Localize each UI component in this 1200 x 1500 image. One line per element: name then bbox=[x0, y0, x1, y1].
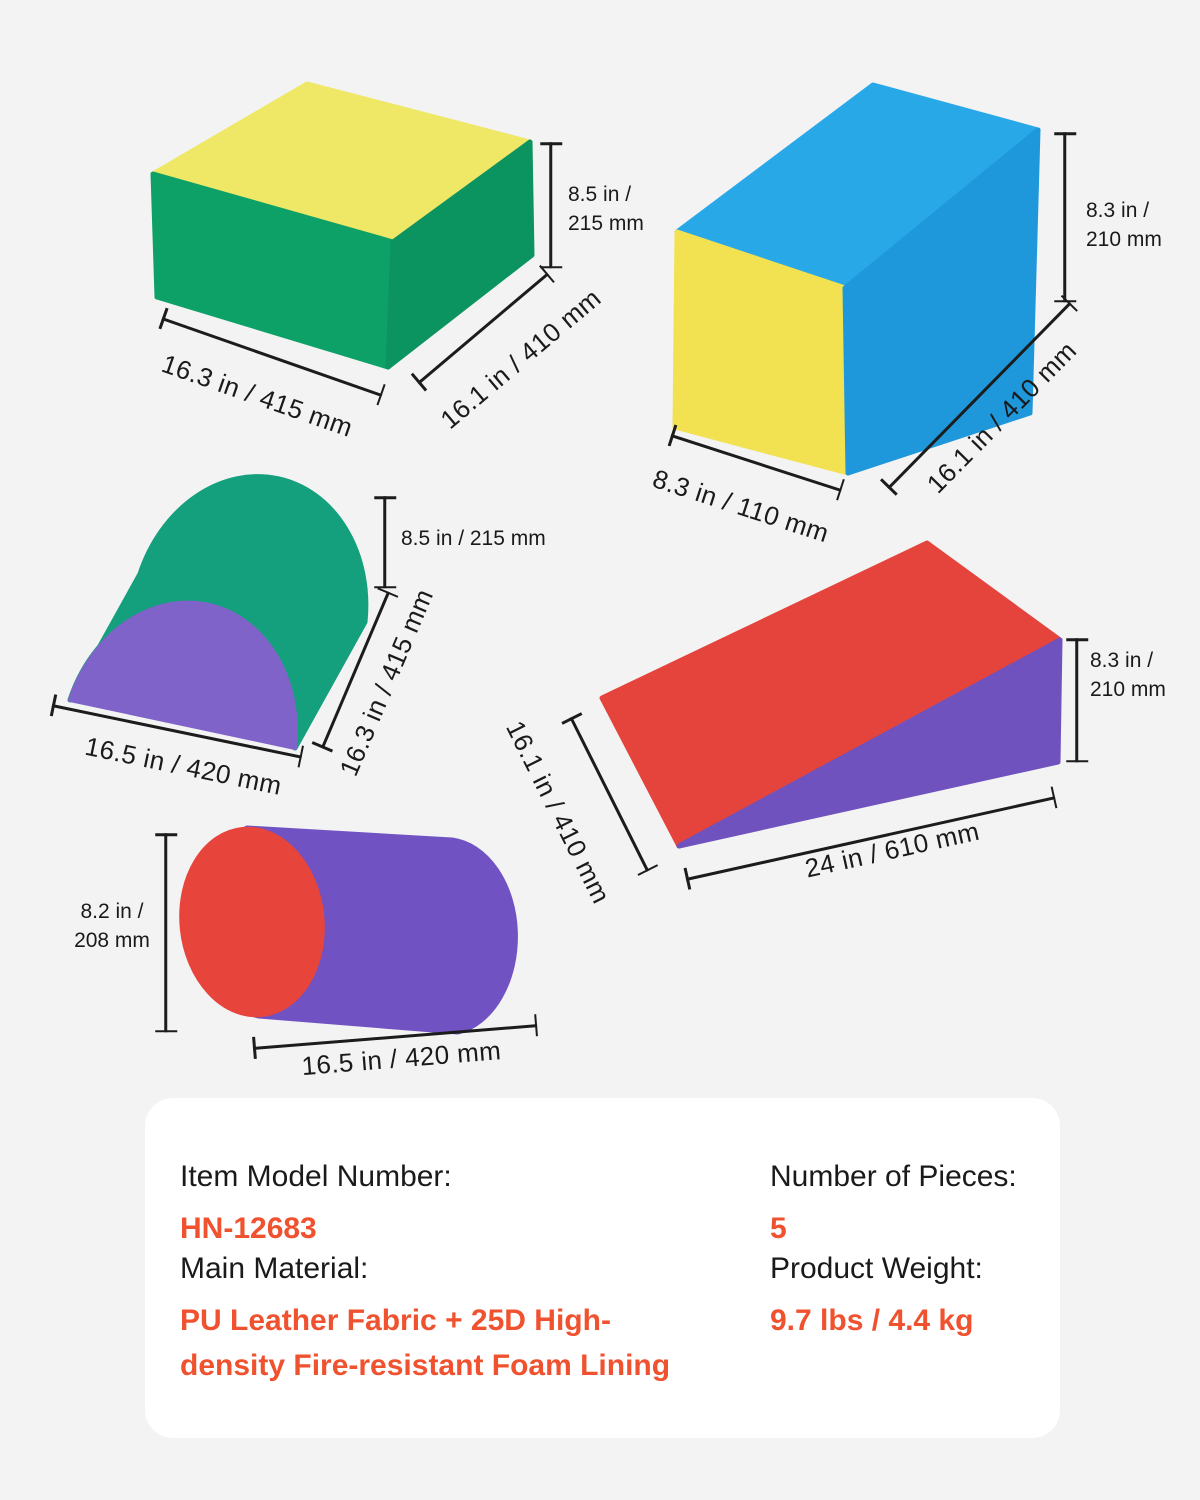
half-cylinder-height-label: 8.5 in / 215 mm bbox=[401, 527, 546, 550]
cylinder-face bbox=[179, 826, 325, 1018]
cylinder-illustration bbox=[179, 825, 518, 1035]
rect-block-height-label: 8.3 in / 210 mm bbox=[1086, 199, 1162, 251]
main-material-value: PU Leather Fabric + 25D High- density Fi… bbox=[180, 1304, 671, 1382]
model-number-label: Item Model Number: bbox=[180, 1160, 452, 1193]
half-cylinder-face bbox=[68, 600, 298, 750]
cylinder-height-label: 8.2 in / 208 mm bbox=[74, 900, 150, 952]
square-block-side-face bbox=[385, 139, 535, 370]
square-block-illustration bbox=[150, 81, 535, 370]
pieces-count-label: Number of Pieces: bbox=[770, 1160, 1017, 1193]
pieces-count-value: 5 bbox=[770, 1212, 787, 1245]
rect-block-side-face bbox=[842, 127, 1041, 476]
model-number-value: HN-12683 bbox=[180, 1212, 317, 1245]
wedge-side-face bbox=[676, 637, 1063, 849]
half-cylinder-illustration bbox=[67, 474, 369, 751]
product-weight-value: 9.7 lbs / 4.4 kg bbox=[770, 1304, 974, 1337]
square-block-height-label: 8.5 in / 215 mm bbox=[568, 183, 644, 235]
rect-block-illustration bbox=[672, 82, 1041, 476]
product-weight-label: Product Weight: bbox=[770, 1252, 983, 1285]
dim-line bbox=[1075, 638, 1079, 762]
dim-line bbox=[549, 142, 553, 268]
spec-card bbox=[145, 1098, 1060, 1438]
wedge-height-label: 8.3 in / 210 mm bbox=[1090, 649, 1166, 701]
dim-line bbox=[164, 833, 168, 1032]
dim-line bbox=[1063, 132, 1067, 302]
dim-line bbox=[383, 496, 387, 588]
main-material-label: Main Material: bbox=[180, 1252, 369, 1285]
wedge-illustration bbox=[599, 540, 1063, 849]
